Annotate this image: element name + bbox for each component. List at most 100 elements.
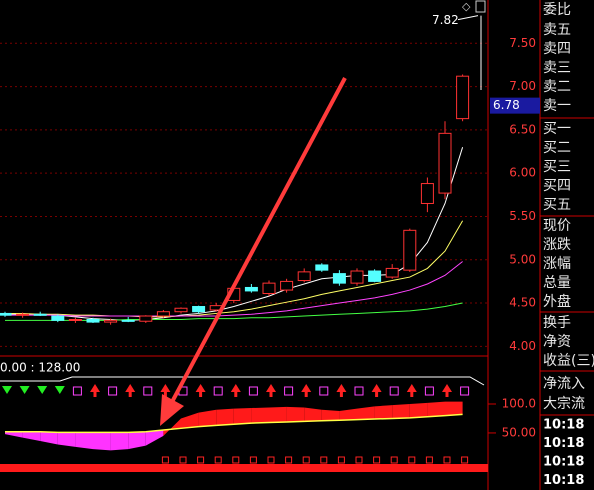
high-label: 7.82 (432, 13, 459, 27)
ribbon-segment (22, 431, 41, 442)
ribbon-segment (321, 409, 340, 421)
high-pointer (457, 15, 479, 21)
time-label: 10:18 (543, 473, 584, 488)
ribbon-segment (445, 401, 463, 416)
y-tick-label: 6.00 (509, 166, 536, 180)
candle-body (192, 306, 206, 313)
signal-arrow (195, 384, 206, 397)
signal-box (232, 456, 240, 464)
signal-box (460, 386, 470, 396)
y-tick-label: 4.50 (509, 296, 536, 310)
signal-box (285, 456, 293, 464)
signal-box (249, 456, 257, 464)
annotation-arrowhead (160, 394, 184, 426)
ribbon-segment (233, 408, 252, 425)
candle-body (0, 312, 12, 316)
y-tick-label: 7.50 (509, 36, 536, 50)
side-label: 买三 (543, 159, 571, 175)
moving-average (5, 261, 463, 317)
candle-body (280, 280, 294, 291)
candle-body (16, 313, 30, 316)
candle-body (315, 264, 329, 271)
icon (475, 0, 486, 13)
candle-body (297, 271, 311, 282)
candle-body (156, 311, 170, 317)
y-tick-label: 7.00 (509, 79, 536, 93)
side-label: 涨跌 (543, 237, 571, 253)
current-price: 6.78 (493, 98, 520, 112)
y-tick-label: 5.00 (509, 252, 536, 266)
side-label: 涨幅 (543, 256, 571, 272)
y-tick-label: 5.50 (509, 209, 536, 223)
ribbon-segment (93, 432, 111, 451)
candle-body (174, 307, 188, 313)
signal-arrow (336, 384, 347, 397)
side-label: 卖四 (543, 41, 571, 57)
candle-body (420, 183, 434, 204)
ribbon-segment (110, 432, 129, 451)
candle-body (33, 313, 47, 316)
ribbon-segment (392, 404, 410, 419)
side-label: 买二 (543, 140, 571, 156)
signal-box (389, 386, 399, 396)
ribbon-segment (181, 412, 199, 429)
side-label: 卖三 (543, 60, 571, 76)
candle-body (350, 270, 364, 284)
candle-body (104, 319, 118, 323)
signal-box (337, 456, 345, 464)
signal-box (179, 456, 187, 464)
signal-arrow (371, 384, 382, 397)
signal-arrow (54, 386, 65, 394)
signal-box (213, 386, 223, 396)
signal-box (267, 456, 275, 464)
ribbon-segment (40, 431, 58, 445)
ribbon-segment (163, 418, 181, 436)
signal-box (143, 386, 153, 396)
ribbon-segment (409, 402, 428, 418)
signal-arrow (230, 384, 241, 397)
ribbon-segment (57, 432, 76, 447)
side-label: 买五 (543, 197, 571, 213)
side-label: 委比 (543, 2, 571, 18)
signal-box (355, 456, 363, 464)
signal-arrow (125, 384, 136, 397)
side-label: 净资 (543, 334, 571, 350)
side-label: 总量 (543, 275, 571, 291)
signal-arrow (19, 386, 30, 394)
time-label: 10:18 (543, 436, 584, 451)
ribbon-segment (128, 431, 146, 450)
side-label: 大宗流 (543, 396, 585, 412)
side-label: 卖五 (543, 22, 571, 38)
signal-box (443, 456, 451, 464)
candle-body (368, 270, 382, 282)
signal-box (461, 456, 469, 464)
signal-box (424, 386, 434, 396)
candle-body (403, 229, 417, 271)
signal-box (214, 456, 222, 464)
ribbon-segment (251, 407, 269, 424)
signal-box (248, 386, 258, 396)
signal-box (354, 386, 364, 396)
signal-box (425, 456, 433, 464)
side-label: 现价 (543, 218, 571, 234)
moving-average (5, 220, 464, 318)
signal-arrow (442, 384, 452, 397)
candle-body (438, 132, 452, 194)
ribbon-segment (198, 409, 217, 427)
ribbon-segment (5, 431, 23, 438)
candle-body (51, 315, 65, 321)
side-label: 卖一 (543, 98, 571, 114)
ribbon-segment (374, 405, 393, 420)
signal-box (390, 456, 398, 464)
time-label: 10:18 (543, 455, 584, 470)
signal-arrow (160, 384, 171, 397)
indicator-line (5, 413, 463, 434)
y-tick-label: 6.50 (509, 122, 536, 136)
candle-body (244, 286, 258, 292)
signal-box (302, 456, 310, 464)
signal-arrow (37, 386, 48, 394)
signal-box (320, 456, 328, 464)
candle-body (262, 282, 276, 295)
signal-box (72, 386, 82, 396)
ribbon-segment (75, 432, 93, 450)
